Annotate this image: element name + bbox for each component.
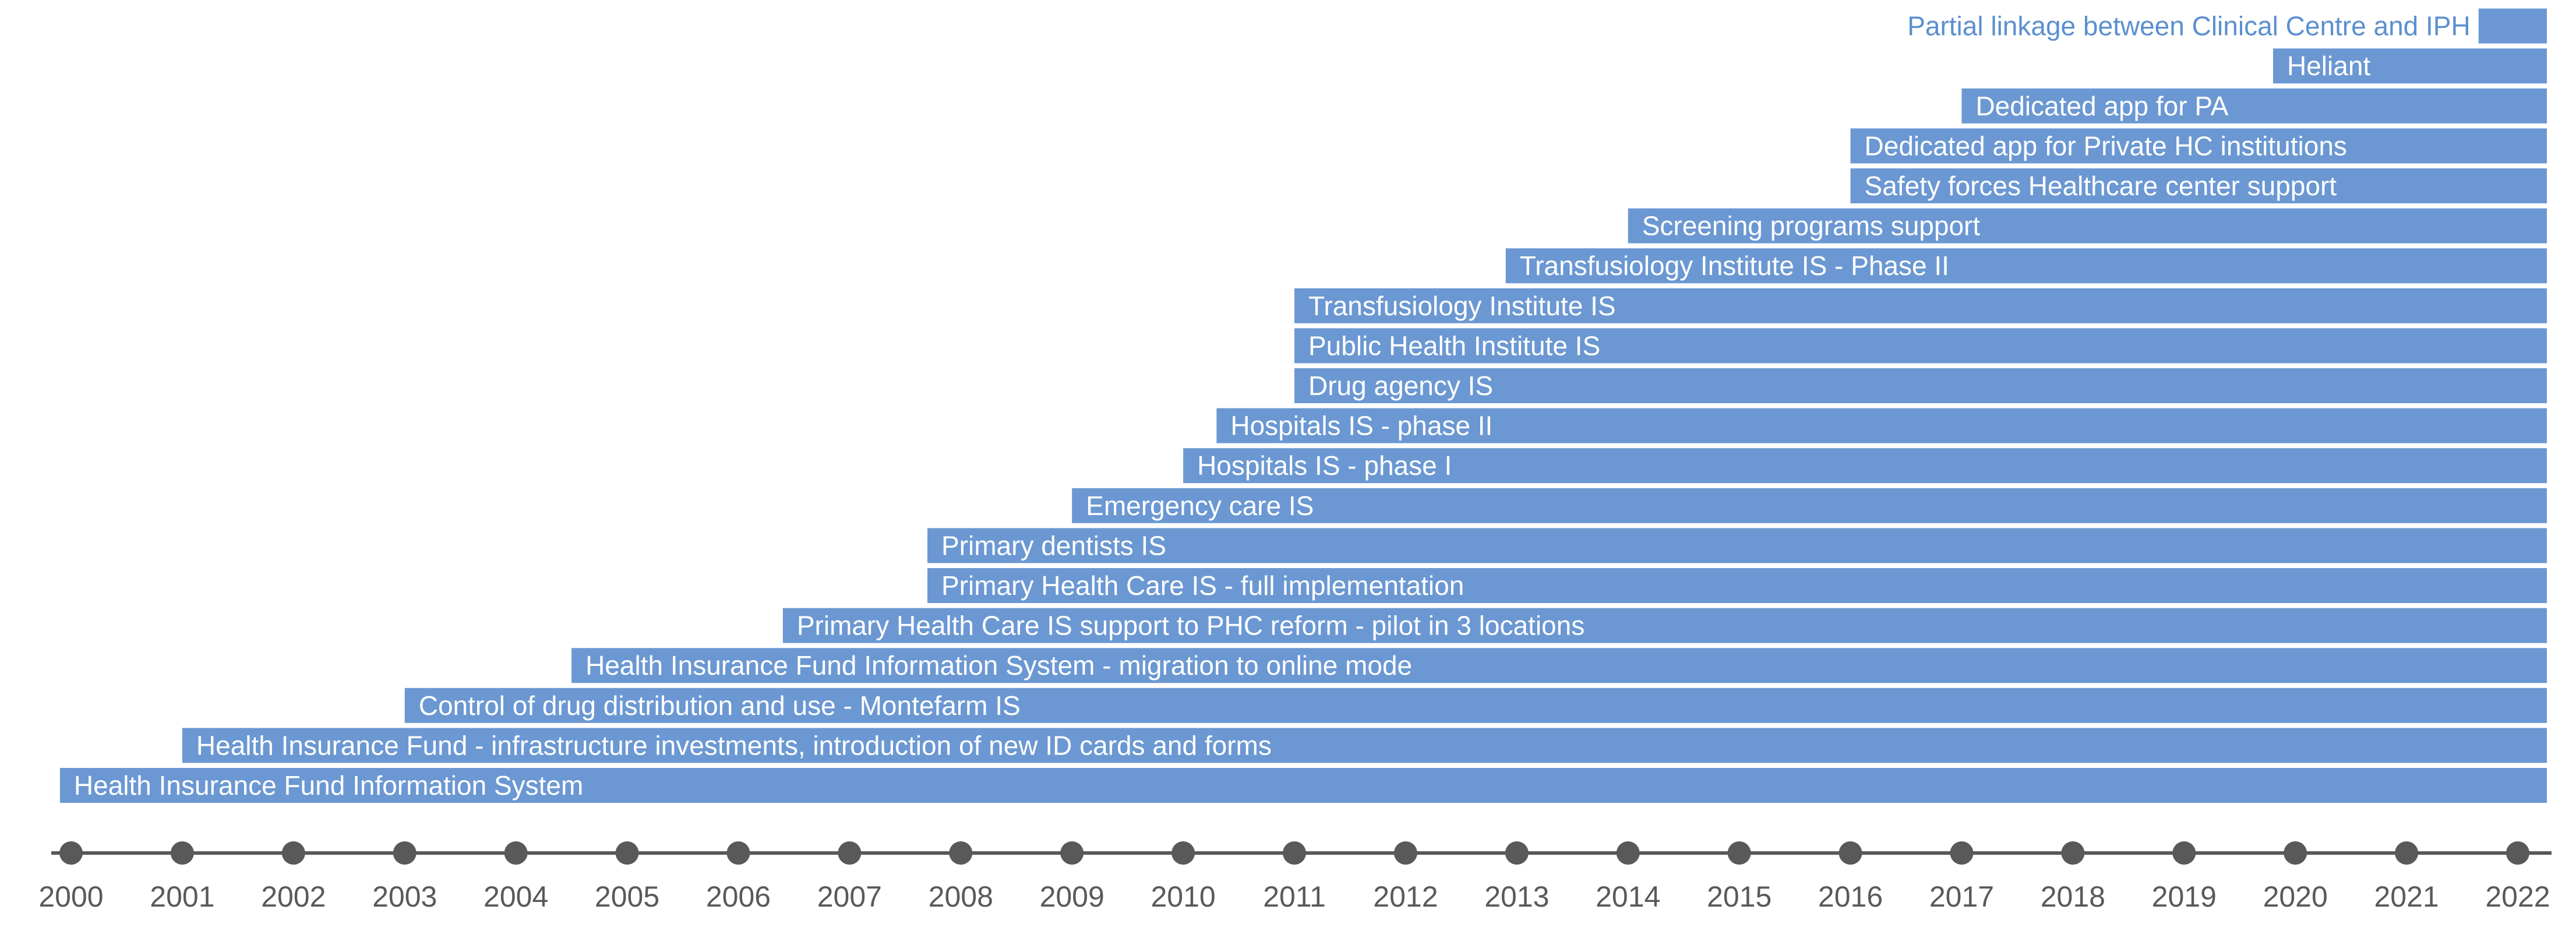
year-tick-label: 2019 — [2152, 880, 2217, 913]
year-marker — [838, 841, 862, 865]
year-tick-label: 2000 — [38, 880, 103, 913]
timeline-bar — [1505, 248, 2547, 284]
timeline-bar — [1850, 168, 2547, 203]
timeline-bar — [1961, 88, 2547, 124]
year-marker — [2284, 841, 2307, 865]
bar-label: Drug agency IS — [1308, 371, 1493, 401]
timeline-bar — [1294, 368, 2547, 403]
bar-label: Dedicated app for PA — [1975, 91, 2228, 121]
bar-label: Dedicated app for Private HC institution… — [1865, 131, 2347, 161]
year-marker — [1616, 841, 1640, 865]
bar-label: Transfusiology Institute IS - Phase II — [1520, 251, 1949, 281]
year-marker — [615, 841, 639, 865]
year-marker — [1283, 841, 1306, 865]
timeline-bar — [1216, 408, 2547, 443]
timeline-bar — [2478, 8, 2547, 44]
year-tick-label: 2012 — [1373, 880, 1438, 913]
year-tick-label: 2014 — [1596, 880, 1660, 913]
year-tick-label: 2017 — [1929, 880, 1994, 913]
bar-label: Hospitals IS - phase I — [1197, 450, 1452, 481]
year-marker — [59, 841, 83, 865]
bar-label: Partial linkage between Clinical Centre … — [1907, 11, 2471, 41]
timeline-bar — [1072, 488, 2547, 523]
year-marker — [2395, 841, 2419, 865]
bar-label: Hospitals IS - phase II — [1230, 411, 1492, 441]
year-marker — [949, 841, 973, 865]
timeline-bar — [1183, 448, 2547, 484]
bar-label: Emergency care IS — [1086, 491, 1314, 521]
timeline-bar — [2273, 48, 2547, 84]
year-tick-label: 2001 — [150, 880, 214, 913]
year-marker — [1727, 841, 1751, 865]
timeline-bar — [571, 648, 2547, 683]
bar-label: Primary Health Care IS support to PHC re… — [797, 611, 1585, 641]
timeline-bar — [59, 768, 2547, 803]
year-tick-label: 2021 — [2374, 880, 2439, 913]
year-marker — [1950, 841, 1974, 865]
bar-label: Health Insurance Fund - infrastructure i… — [196, 730, 1272, 760]
year-tick-label: 2022 — [2485, 880, 2550, 913]
year-tick-label: 2006 — [706, 880, 771, 913]
year-tick-label: 2004 — [484, 880, 548, 913]
year-tick-label: 2013 — [1484, 880, 1549, 913]
timeline-bar — [927, 528, 2547, 563]
year-tick-label: 2007 — [817, 880, 882, 913]
bar-label: Safety forces Healthcare center support — [1865, 171, 2337, 201]
year-marker — [170, 841, 194, 865]
bars-layer: Health Insurance Fund Information System… — [59, 8, 2547, 803]
timeline-bar — [1628, 208, 2547, 244]
year-marker — [2172, 841, 2196, 865]
year-marker — [1171, 841, 1195, 865]
bar-label: Heliant — [2287, 51, 2370, 81]
year-marker — [1060, 841, 1084, 865]
bar-label: Primary Health Care IS - full implementa… — [941, 570, 1464, 601]
year-tick-label: 2003 — [372, 880, 437, 913]
year-tick-label: 2020 — [2263, 880, 2328, 913]
year-marker — [1839, 841, 1862, 865]
year-tick-label: 2018 — [2041, 880, 2105, 913]
year-tick-label: 2002 — [261, 880, 326, 913]
timeline-bar — [1850, 128, 2547, 164]
bar-label: Health Insurance Fund Information System — [74, 770, 583, 801]
timeline-bar — [1294, 288, 2547, 323]
year-marker — [281, 841, 305, 865]
timeline-bar — [782, 608, 2547, 643]
year-tick-label: 2008 — [929, 880, 993, 913]
timeline-bar — [404, 688, 2547, 723]
year-tick-label: 2016 — [1818, 880, 1883, 913]
timeline-bar — [182, 728, 2547, 763]
timeline-axis: 2000 2001 2002 2003 2004 2005 2006 2007 2008 2009… — [38, 841, 2552, 913]
year-marker — [504, 841, 528, 865]
year-marker — [2061, 841, 2085, 865]
year-tick-label: 2011 — [1263, 880, 1326, 913]
year-marker — [2506, 841, 2529, 865]
bar-label: Primary dentists IS — [941, 530, 1166, 561]
year-marker — [1393, 841, 1417, 865]
year-marker — [726, 841, 750, 865]
year-tick-label: 2015 — [1707, 880, 1772, 913]
bar-label: Health Insurance Fund Information System… — [585, 650, 1412, 681]
bar-label: Control of drug distribution and use - M… — [419, 690, 1021, 721]
timeline-bar — [927, 568, 2547, 603]
year-tick-label: 2009 — [1040, 880, 1104, 913]
bar-label: Public Health Institute IS — [1308, 330, 1600, 361]
year-tick-label: 2010 — [1151, 880, 1215, 913]
year-tick-label: 2005 — [595, 880, 659, 913]
bar-label: Transfusiology Institute IS — [1308, 291, 1616, 321]
year-marker — [1505, 841, 1529, 865]
year-marker — [393, 841, 417, 865]
bar-label: Screening programs support — [1642, 211, 1981, 241]
timeline-bar — [1294, 328, 2547, 364]
